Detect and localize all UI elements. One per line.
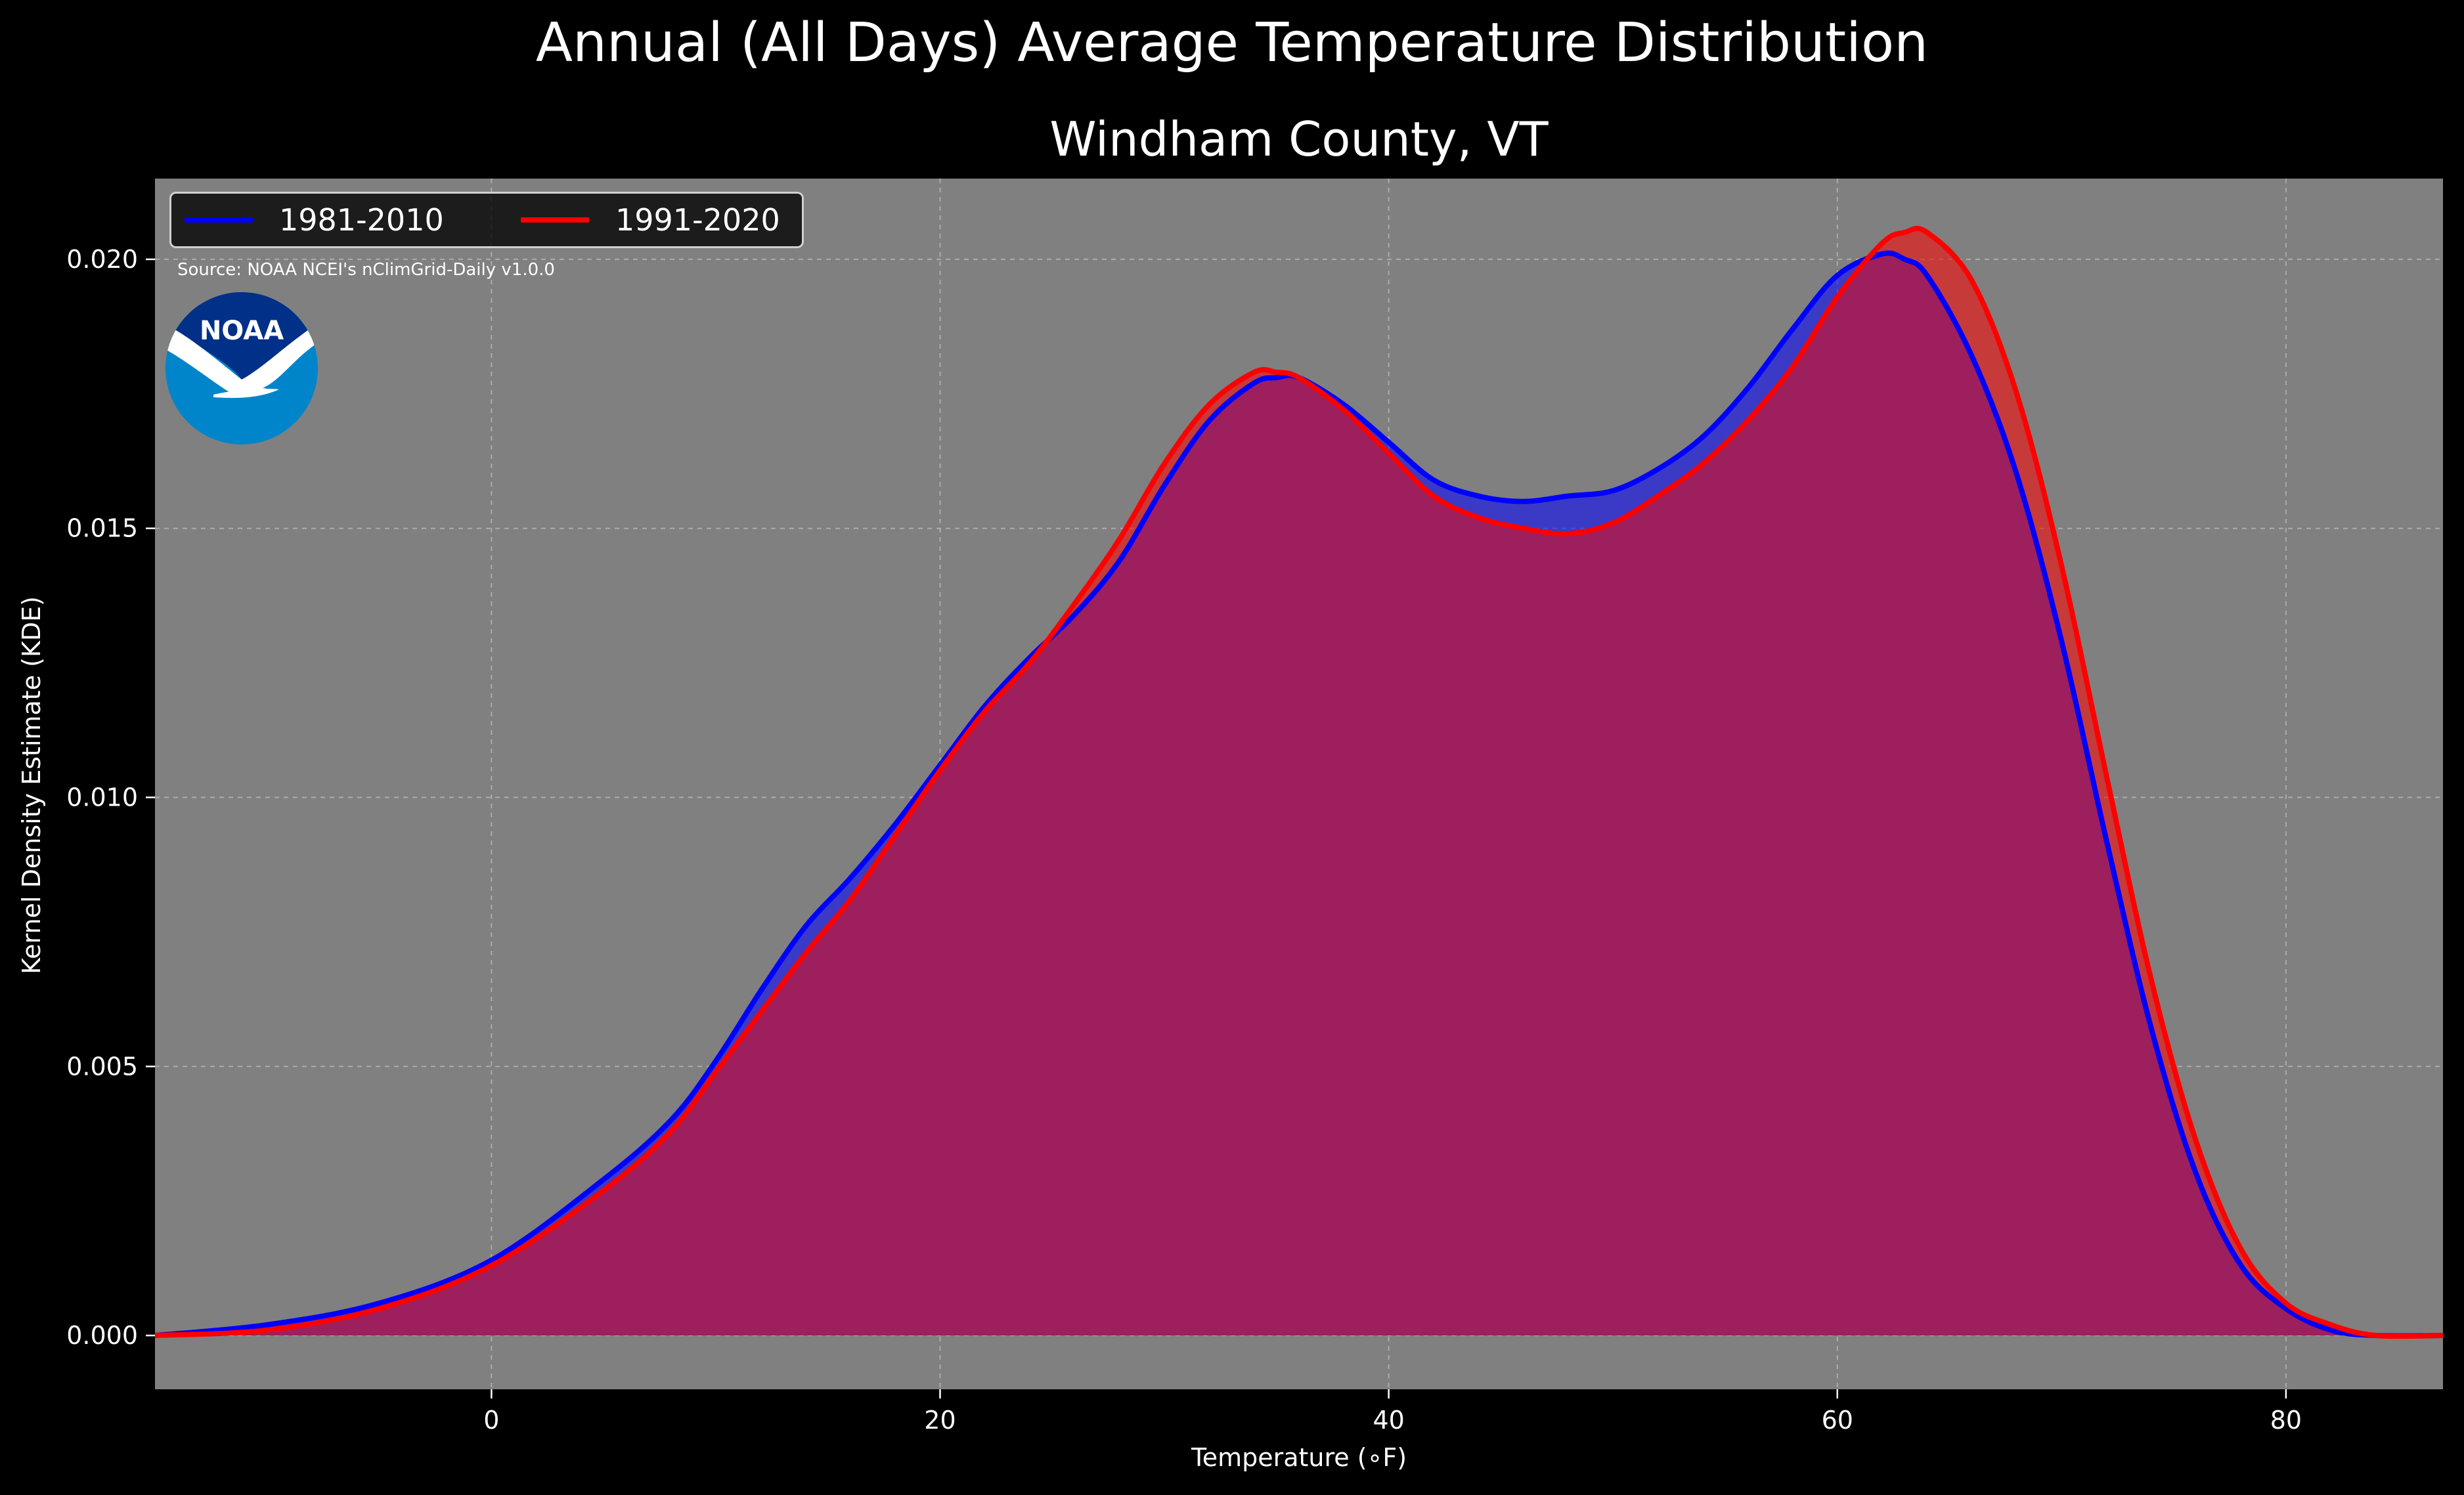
legend-label-1991-2020: 1991-2020 bbox=[615, 202, 780, 238]
chart-title: Windham County, VT bbox=[1049, 112, 1549, 167]
source-note: Source: NOAA NCEI's nClimGrid-Daily v1.0… bbox=[177, 260, 555, 280]
y-tick-label: 0.015 bbox=[66, 514, 138, 543]
x-axis-label: Temperature (∘F) bbox=[1191, 1443, 1407, 1472]
line-1981-2010 bbox=[154, 250, 2444, 1339]
logo-text: NOAA bbox=[200, 316, 284, 346]
y-tick-label: 0.005 bbox=[66, 1052, 138, 1081]
legend-item-1981-2010: 1981-2010 bbox=[185, 194, 444, 246]
line-1991-2020 bbox=[154, 225, 2444, 1339]
noaa-logo: NOAA bbox=[165, 292, 318, 444]
legend-item-1991-2020: 1991-2020 bbox=[521, 194, 780, 246]
series-lines bbox=[154, 225, 2444, 1339]
x-tick-label: 60 bbox=[1822, 1406, 1853, 1435]
axis-ticks: 0 20 40 60 80 0.000 0.005 0.010 0.015 0.020 bbox=[66, 245, 2302, 1435]
x-tick-label: 0 bbox=[483, 1406, 499, 1435]
area-fill-overlap bbox=[155, 251, 2443, 1336]
y-tick-label: 0.020 bbox=[66, 245, 138, 274]
y-axis-label: Kernel Density Estimate (KDE) bbox=[17, 596, 46, 974]
legend-swatch-1981-2010 bbox=[185, 217, 253, 223]
legend: 1981-2010 1991-2020 bbox=[169, 192, 804, 248]
legend-label-1981-2010: 1981-2010 bbox=[279, 202, 444, 238]
y-tick-label: 0.000 bbox=[66, 1321, 138, 1350]
y-tick-label: 0.010 bbox=[66, 783, 138, 812]
x-tick-label: 80 bbox=[2270, 1406, 2302, 1435]
x-tick-label: 20 bbox=[924, 1406, 956, 1435]
figure-suptitle: Annual (All Days) Average Temperature Di… bbox=[535, 12, 1929, 74]
x-tick-label: 40 bbox=[1373, 1406, 1404, 1435]
legend-swatch-1991-2020 bbox=[521, 217, 589, 223]
